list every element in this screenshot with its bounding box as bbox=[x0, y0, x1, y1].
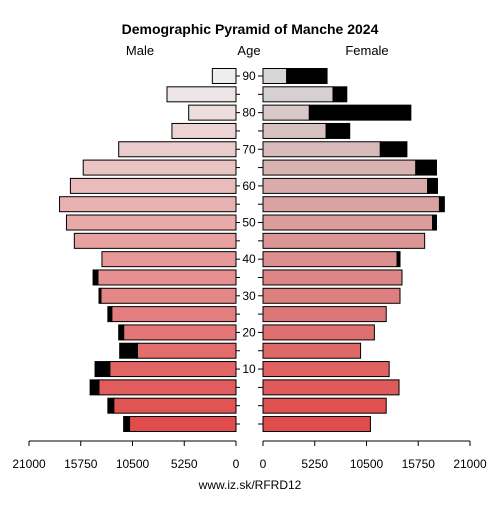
male-bar bbox=[101, 251, 237, 268]
female-bar bbox=[262, 416, 371, 432]
male-bar bbox=[100, 287, 237, 304]
male-bar bbox=[97, 269, 237, 286]
female-excess-bar bbox=[432, 214, 437, 231]
male-bar bbox=[166, 86, 237, 103]
age-tick-label: 80 bbox=[242, 106, 256, 120]
age-tick-label: 70 bbox=[242, 142, 256, 156]
female-bar bbox=[262, 86, 334, 103]
female-bars-group bbox=[262, 68, 445, 432]
female-bar bbox=[262, 68, 288, 84]
x-tick-label-left: 21000 bbox=[12, 457, 46, 471]
age-axis: 10 20 30 40 50 60 70 80 90 bbox=[236, 69, 263, 425]
female-excess-bar bbox=[308, 104, 412, 121]
x-tick-label-right: 10500 bbox=[350, 457, 384, 471]
male-bar bbox=[59, 196, 237, 213]
female-bar bbox=[262, 122, 327, 139]
male-bar bbox=[118, 141, 237, 158]
male-bar bbox=[171, 122, 237, 139]
male-bar bbox=[69, 177, 237, 194]
age-tick-label: 60 bbox=[242, 179, 256, 193]
female-bar bbox=[262, 141, 381, 158]
female-excess-bar bbox=[396, 251, 401, 268]
x-tick-label-left: 5250 bbox=[171, 457, 198, 471]
female-bar bbox=[262, 196, 440, 213]
male-bar bbox=[123, 324, 237, 341]
female-bar bbox=[262, 324, 375, 341]
age-tick-label: 20 bbox=[242, 325, 256, 339]
male-bar bbox=[188, 104, 237, 121]
male-excess-bar bbox=[107, 306, 113, 323]
female-bar bbox=[262, 306, 387, 323]
female-bar bbox=[262, 361, 390, 378]
source-label: www.iz.sk/RFRD12 bbox=[198, 478, 302, 492]
female-label: Female bbox=[345, 43, 388, 58]
female-excess-bar bbox=[379, 141, 408, 158]
female-excess-bar bbox=[332, 86, 348, 103]
female-bar bbox=[262, 397, 387, 414]
female-bar bbox=[262, 269, 403, 286]
female-excess-bar bbox=[438, 196, 445, 213]
male-bar bbox=[129, 416, 237, 432]
male-bar bbox=[211, 68, 237, 84]
x-axis-left: 0 5250 10500 15750 21000 bbox=[12, 440, 240, 471]
age-tick-label: 50 bbox=[242, 216, 256, 230]
female-excess-bar bbox=[325, 122, 351, 139]
male-bar bbox=[111, 306, 237, 323]
female-bar bbox=[262, 251, 398, 268]
female-bar bbox=[262, 232, 426, 249]
female-excess-bar bbox=[286, 68, 328, 84]
female-bar bbox=[262, 287, 401, 304]
male-label: Male bbox=[126, 43, 154, 58]
x-tick-label-right: 15750 bbox=[402, 457, 436, 471]
male-bar bbox=[73, 232, 237, 249]
age-label: Age bbox=[237, 43, 260, 58]
female-bar bbox=[262, 159, 417, 176]
male-bar bbox=[113, 397, 237, 414]
x-tick-label-left: 10500 bbox=[116, 457, 150, 471]
male-excess-bar bbox=[107, 397, 115, 414]
male-bar bbox=[109, 361, 237, 378]
female-bar bbox=[262, 342, 362, 359]
male-excess-bar bbox=[98, 287, 102, 304]
age-tick-label: 90 bbox=[242, 69, 256, 83]
female-bar bbox=[262, 104, 310, 121]
female-excess-bar bbox=[427, 177, 438, 194]
chart-title: Demographic Pyramid of Manche 2024 bbox=[122, 21, 379, 37]
female-excess-bar bbox=[415, 159, 437, 176]
male-excess-bar bbox=[119, 342, 138, 359]
male-excess-bar bbox=[89, 379, 100, 396]
male-bars-group bbox=[59, 68, 237, 432]
male-excess-bar bbox=[94, 361, 111, 378]
male-excess-bar bbox=[118, 324, 125, 341]
male-excess-bar bbox=[123, 416, 131, 432]
x-tick-label-right: 21000 bbox=[453, 457, 487, 471]
x-tick-label-left: 0 bbox=[233, 457, 240, 471]
age-tick-label: 30 bbox=[242, 289, 256, 303]
male-bar bbox=[65, 214, 237, 231]
x-axis-right: 0 5250 10500 15750 21000 bbox=[260, 440, 487, 471]
age-tick-label: 10 bbox=[242, 362, 256, 376]
age-tick-label: 40 bbox=[242, 252, 256, 266]
x-tick-label-right: 5250 bbox=[301, 457, 328, 471]
x-tick-label-left: 15750 bbox=[64, 457, 98, 471]
x-tick-label-right: 0 bbox=[260, 457, 267, 471]
male-bar bbox=[136, 342, 237, 359]
male-bar bbox=[98, 379, 237, 396]
female-bar bbox=[262, 177, 429, 194]
male-excess-bar bbox=[92, 269, 99, 286]
female-bar bbox=[262, 379, 400, 396]
male-bar bbox=[82, 159, 237, 176]
female-bar bbox=[262, 214, 434, 231]
